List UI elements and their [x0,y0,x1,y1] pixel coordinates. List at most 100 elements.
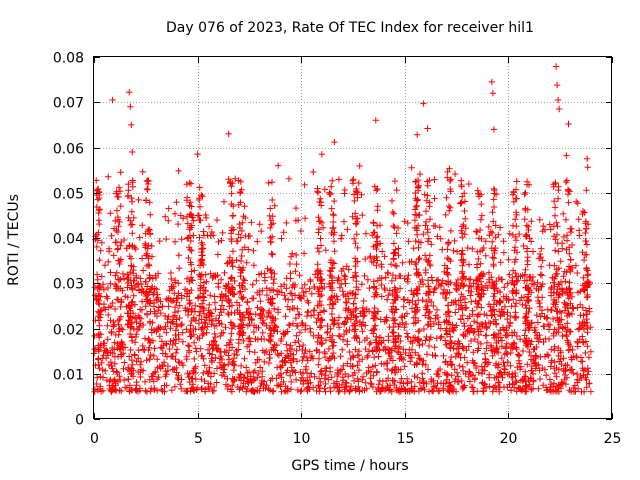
data-point [169,320,177,327]
data-point [105,311,112,319]
data-point [126,330,134,338]
data-point [198,376,205,383]
data-point [218,364,226,371]
data-point [482,282,490,289]
data-point [227,386,234,393]
data-point [265,179,272,187]
data-point [239,385,246,392]
data-point [104,284,112,292]
data-point [338,267,345,275]
data-point [467,292,474,299]
data-point [535,287,542,294]
data-point [518,387,526,394]
data-point [528,277,536,285]
data-point [583,251,590,258]
data-point [474,187,481,194]
data-point [576,232,583,239]
data-point [403,310,411,317]
data-point [525,308,532,316]
data-point [478,363,485,370]
data-point [299,341,307,349]
data-point [226,341,233,348]
data-point [352,240,359,247]
data-point [455,351,462,358]
data-point [314,189,322,196]
data-point [187,322,194,329]
data-point [349,322,357,330]
x-tick-label: 5 [194,431,203,447]
data-point [203,278,210,285]
data-point [444,174,451,181]
data-point [289,281,297,289]
data-point [555,186,562,194]
data-point [352,210,359,217]
data-point [425,235,433,242]
data-point [359,376,366,383]
data-point [434,370,441,378]
data-point [153,375,161,383]
data-point [107,280,114,287]
data-point [388,197,396,205]
data-point [205,369,212,377]
data-point [151,345,158,352]
data-point [93,203,100,211]
data-point [143,357,150,364]
data-point [428,387,436,394]
data-point [330,384,338,391]
data-point [577,358,585,365]
data-point [401,218,408,225]
data-point [386,355,394,362]
data-point [193,348,200,355]
data-point [398,375,405,382]
data-point [225,352,232,359]
data-point [116,345,123,352]
data-point [553,266,560,273]
data-point [108,232,115,239]
data-point [205,380,212,387]
data-point [135,347,142,354]
data-point [424,366,432,373]
data-point [183,197,191,204]
data-point [174,307,182,315]
data-point [430,388,437,395]
data-point [95,308,102,315]
data-point [95,217,102,224]
data-point [349,372,357,379]
data-point [579,338,587,345]
data-point [536,375,544,383]
data-point [509,345,516,352]
data-point [168,275,175,283]
data-point [153,312,161,320]
data-point [555,344,562,352]
data-point [538,283,545,290]
data-point [216,320,223,327]
data-point [143,311,151,319]
data-point [299,346,306,354]
data-point [355,179,362,187]
data-point [315,332,322,339]
data-point [186,179,193,187]
data-point [268,178,276,186]
data-point [176,314,183,322]
data-point [169,353,176,360]
data-point [228,224,236,231]
data-point [146,199,153,206]
data-point [392,363,399,371]
data-point [496,299,503,306]
data-point [289,355,297,362]
data-point [325,345,333,353]
data-point [171,290,178,297]
data-point [415,256,422,263]
data-point [294,217,302,224]
data-point [464,359,471,366]
data-point [166,287,173,294]
data-point [381,286,389,294]
data-point [274,309,282,316]
data-point [335,176,343,183]
data-point [265,386,272,393]
data-point [108,362,115,370]
data-point [283,219,290,227]
data-point [555,280,562,288]
data-point [497,312,504,319]
data-point [458,291,465,298]
